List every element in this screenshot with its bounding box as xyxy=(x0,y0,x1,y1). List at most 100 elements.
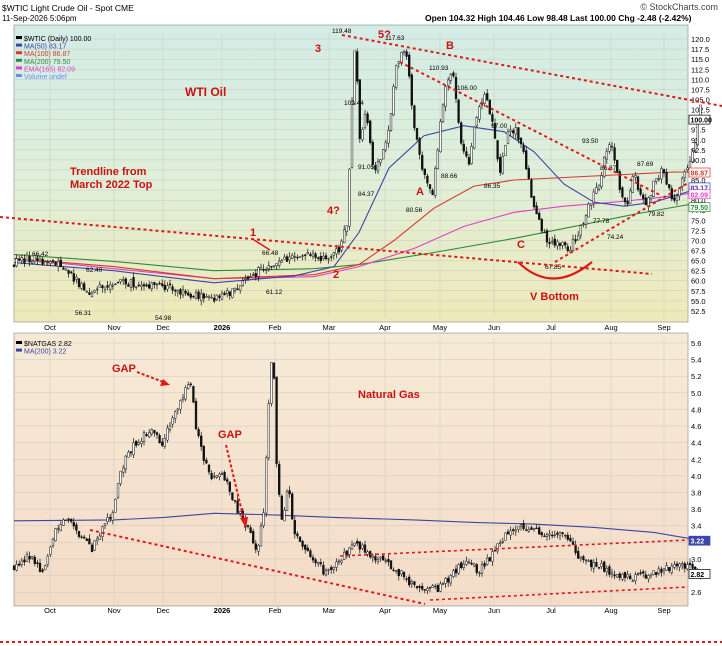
price-candle xyxy=(207,295,211,298)
price-candle xyxy=(363,544,367,553)
price-candle xyxy=(636,573,640,575)
price-candle xyxy=(473,563,476,567)
price-candle xyxy=(462,143,465,152)
price-candle xyxy=(283,256,286,260)
price-candle xyxy=(532,528,536,530)
price-candle xyxy=(392,86,395,116)
price-candle xyxy=(566,246,569,251)
price-candle xyxy=(665,172,668,185)
price-candle xyxy=(270,266,273,268)
price-candle xyxy=(696,121,699,146)
price-candle xyxy=(218,295,221,298)
price-candle xyxy=(85,538,88,541)
price-value-label: 86.87 xyxy=(600,165,617,172)
price-candle xyxy=(158,282,161,285)
legend-swatch xyxy=(16,43,22,47)
price-candle xyxy=(93,540,96,551)
x-tick-label: Oct xyxy=(44,606,57,615)
price-candle xyxy=(293,256,296,258)
price-candle xyxy=(111,512,114,521)
price-value-label: 79.82 xyxy=(648,211,665,218)
price-candle xyxy=(252,274,255,276)
price-candle xyxy=(668,184,671,189)
price-candle xyxy=(44,261,47,266)
price-candle xyxy=(657,177,660,180)
price-candle xyxy=(293,520,296,535)
price-candle xyxy=(101,526,104,538)
price-candle xyxy=(278,464,281,495)
price-candle xyxy=(122,279,125,281)
legend-entry: MA(200) 79.50 xyxy=(24,59,70,66)
price-value-label: 56.31 xyxy=(75,310,92,317)
price-candle xyxy=(457,564,460,574)
price-candle xyxy=(194,292,198,299)
price-candle xyxy=(278,260,281,266)
price-candle xyxy=(158,435,161,444)
price-value-label: 84.37 xyxy=(358,191,375,198)
price-candle xyxy=(678,563,681,568)
price-candle xyxy=(543,535,546,537)
price-candle xyxy=(168,425,172,430)
price-candle xyxy=(54,261,57,266)
price-candle xyxy=(504,532,507,541)
y-tick-label: 5.0 xyxy=(691,389,701,398)
price-candle xyxy=(530,527,533,530)
annotation-label: GAP xyxy=(112,363,136,375)
price-candle xyxy=(460,122,463,144)
price-candle xyxy=(353,50,356,104)
price-candle xyxy=(98,535,101,540)
price-candle xyxy=(376,161,380,172)
price-candle xyxy=(25,554,29,563)
price-candle xyxy=(613,147,616,161)
price-candle xyxy=(387,559,390,563)
price-candle xyxy=(137,284,140,287)
price-candle xyxy=(231,288,234,298)
legend-entry: EMA(165) 82.09 xyxy=(24,66,75,73)
price-candle xyxy=(317,257,320,259)
price-candle xyxy=(228,481,231,492)
price-candle xyxy=(62,519,65,526)
price-candle xyxy=(340,560,343,563)
price-candle xyxy=(330,567,333,570)
price-candle xyxy=(314,559,317,564)
price-candle xyxy=(582,223,585,225)
price-candle xyxy=(335,561,338,568)
price-candle xyxy=(402,571,406,578)
price-candle xyxy=(558,243,562,246)
price-candle xyxy=(137,442,140,445)
price-candle xyxy=(577,235,580,241)
price-candle xyxy=(67,270,70,274)
y-tick-label: 90.0 xyxy=(691,156,706,165)
price-candle xyxy=(564,534,567,537)
gas-gridlines xyxy=(14,338,688,603)
price-candle xyxy=(20,257,23,262)
price-candle xyxy=(644,197,647,206)
price-candle xyxy=(49,261,52,264)
price-candle xyxy=(379,556,382,559)
price-candle xyxy=(285,256,289,262)
price-candle xyxy=(75,276,78,280)
x-tick-label: May xyxy=(433,606,447,615)
price-candle xyxy=(428,184,432,189)
price-candle xyxy=(252,531,255,544)
annotation-label: 5? xyxy=(378,29,391,41)
price-candle xyxy=(545,230,549,243)
price-candle xyxy=(608,566,611,575)
price-candle xyxy=(343,552,346,560)
price-candle xyxy=(72,273,75,282)
price-candle xyxy=(246,525,250,527)
price-candle xyxy=(514,127,517,135)
price-candle xyxy=(44,565,47,571)
x-tick-label: Sep xyxy=(657,606,670,615)
legend-swatch xyxy=(16,58,22,62)
price-candle xyxy=(564,242,567,246)
price-candle xyxy=(387,129,390,144)
annotation-label: A xyxy=(416,186,424,198)
price-candle xyxy=(444,86,447,107)
price-candle xyxy=(460,562,463,569)
price-candle xyxy=(478,106,481,120)
price-candle xyxy=(532,196,536,208)
gap-arrow-1-head xyxy=(160,379,170,386)
price-candle xyxy=(317,562,320,565)
